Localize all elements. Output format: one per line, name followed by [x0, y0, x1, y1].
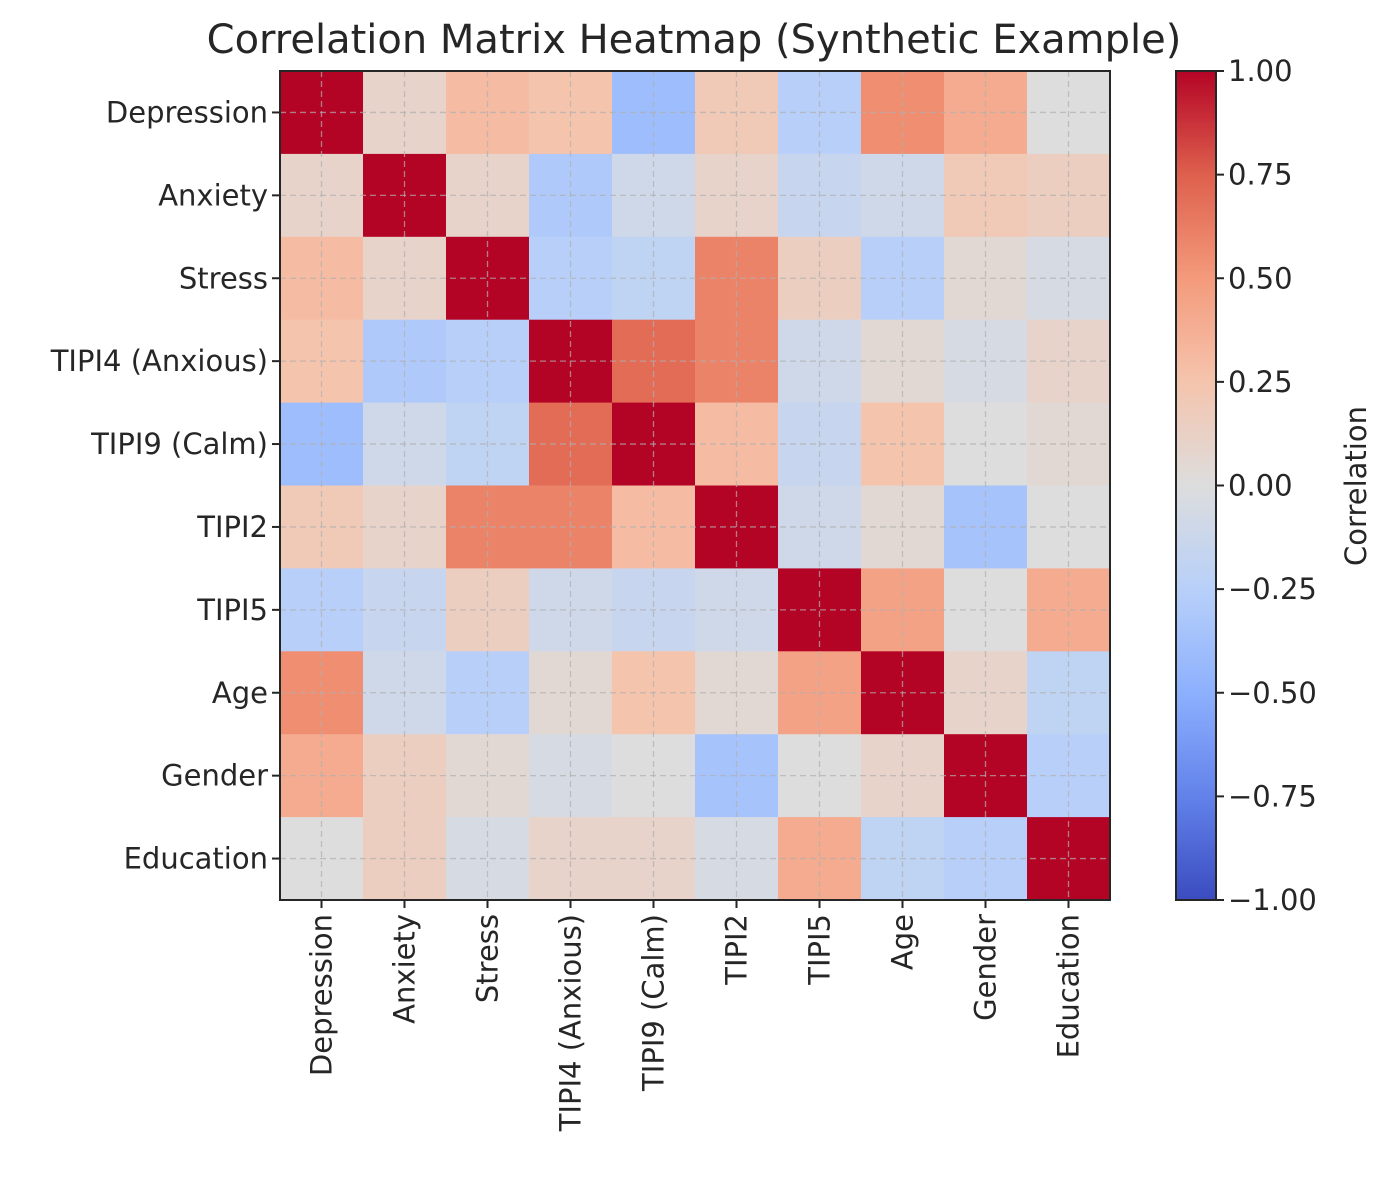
colorbar-tick-label: −0.25 [1228, 572, 1317, 606]
colorbar [1175, 70, 1217, 901]
y-tick-label: Age [212, 676, 268, 710]
x-tick-label: TIPI9 (Calm) [637, 914, 671, 1092]
heatmap-cell [1027, 236, 1111, 321]
heatmap-cell [446, 236, 530, 321]
x-tick-label: TIPI4 (Anxious) [554, 914, 588, 1132]
colorbar-tick-label: 0.00 [1228, 469, 1293, 503]
colorbar-tick-label: −1.00 [1228, 883, 1317, 917]
y-tick-label: Stress [179, 261, 268, 295]
heatmap-cell [695, 568, 779, 652]
y-axis-ticks: Depression Anxiety Stress TIPI4 (Anxious) TI… [50, 95, 280, 876]
y-tick-label: Depression [106, 95, 268, 129]
heatmap-cell [1027, 817, 1111, 901]
y-tick-label: TIPI4 (Anxious) [50, 344, 268, 378]
colorbar-ticks: 1.00 0.75 0.50 0.25 0.00 −0.25 −0.50 −0.75 −1.00 [1216, 54, 1317, 917]
y-tick-label: Gender [161, 759, 268, 793]
x-tick-label: Depression [305, 914, 339, 1076]
y-tick-label: TIPI2 [196, 510, 268, 544]
colorbar-tick-label: −0.75 [1228, 779, 1317, 813]
heatmap-gridlines [280, 71, 1110, 900]
y-tick-label: Anxiety [158, 178, 268, 212]
x-axis-ticks: Depression Anxiety Stress TIPI4 (Anxious) TI… [305, 900, 1086, 1132]
x-tick-label: TIPI2 [720, 914, 754, 986]
heatmap-cell [1027, 568, 1111, 652]
colorbar-tick-label: 0.50 [1228, 261, 1293, 295]
colorbar-label: Correlation [1339, 406, 1373, 566]
chart-title: Correlation Matrix Heatmap (Synthetic Ex… [207, 17, 1182, 63]
x-tick-label: Anxiety [388, 914, 422, 1024]
colorbar-tick-label: 1.00 [1228, 54, 1293, 88]
colorbar-tick-label: −0.50 [1228, 676, 1317, 710]
x-tick-label: Stress [471, 914, 505, 1003]
heatmap-cell [695, 817, 779, 901]
y-tick-label: Education [124, 842, 268, 876]
y-tick-label: TIPI5 [196, 593, 268, 627]
x-tick-label: Age [886, 914, 920, 970]
heatmap-cell [446, 568, 530, 652]
x-tick-label: Gender [969, 914, 1003, 1021]
x-tick-label: Education [1052, 914, 1086, 1058]
heatmap-cell [695, 236, 779, 321]
colorbar-tick-label: 0.75 [1228, 158, 1293, 192]
colorbar-tick-label: 0.25 [1228, 365, 1293, 399]
y-tick-label: TIPI9 (Calm) [90, 427, 268, 461]
plot-frame [279, 70, 1111, 901]
x-tick-label: TIPI5 [803, 914, 837, 986]
heatmap-cell [446, 817, 530, 901]
